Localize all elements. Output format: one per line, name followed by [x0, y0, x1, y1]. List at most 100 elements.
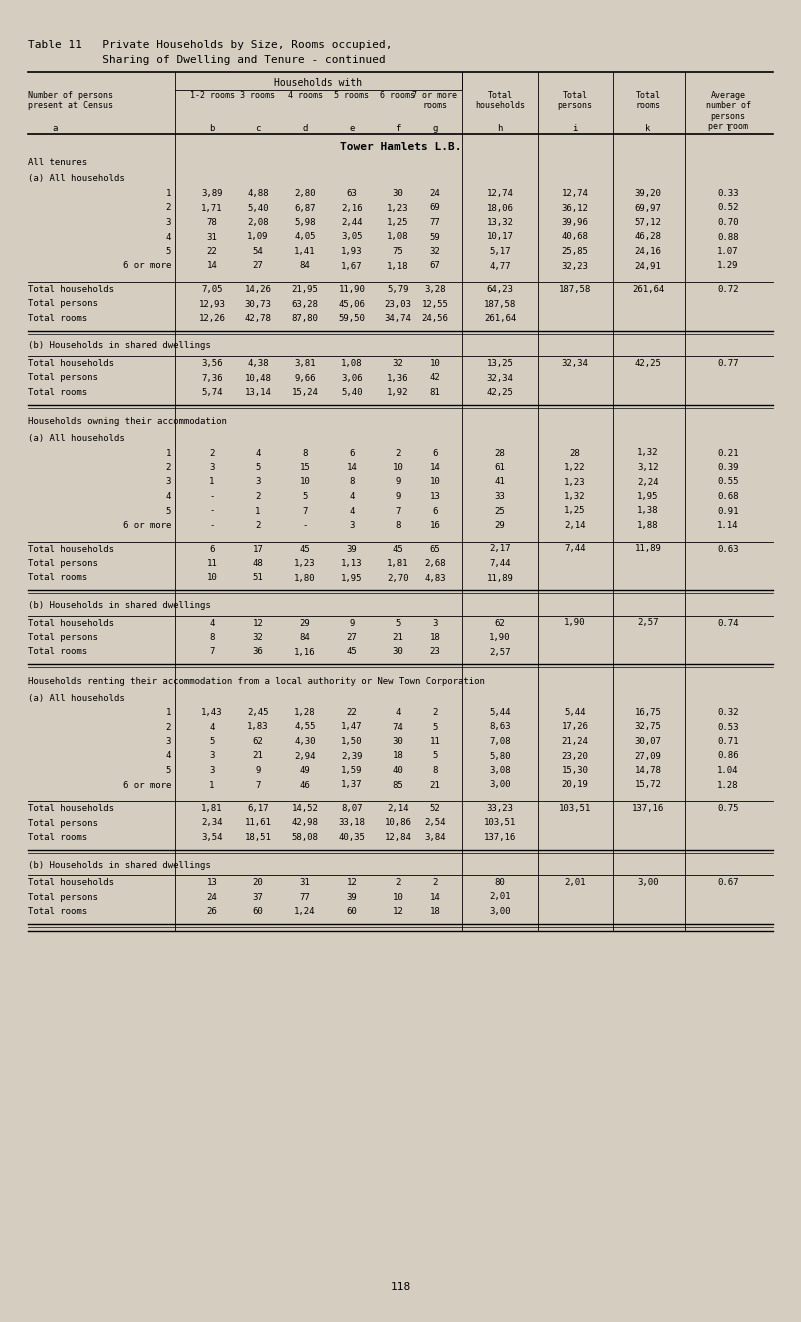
Text: 3 rooms: 3 rooms: [240, 91, 276, 100]
Text: 45: 45: [347, 648, 357, 657]
Text: 2,16: 2,16: [341, 204, 363, 213]
Text: 1,83: 1,83: [248, 723, 269, 731]
Text: 62: 62: [495, 619, 505, 628]
Text: 1,23: 1,23: [387, 204, 409, 213]
Text: 4: 4: [396, 709, 400, 717]
Text: 103,51: 103,51: [559, 804, 591, 813]
Text: 0.88: 0.88: [717, 233, 739, 242]
Text: 1,93: 1,93: [341, 247, 363, 256]
Text: 5,79: 5,79: [387, 286, 409, 293]
Text: 118: 118: [390, 1282, 411, 1292]
Text: 6: 6: [209, 545, 215, 554]
Text: Total households: Total households: [28, 545, 114, 554]
Text: 3,54: 3,54: [201, 833, 223, 842]
Text: 4: 4: [166, 751, 171, 760]
Text: 29: 29: [495, 521, 505, 530]
Text: 1: 1: [256, 506, 260, 516]
Text: 3: 3: [166, 218, 171, 227]
Text: 36: 36: [252, 648, 264, 657]
Text: 4,83: 4,83: [425, 574, 445, 583]
Text: 4: 4: [209, 619, 215, 628]
Text: 23,20: 23,20: [562, 751, 589, 760]
Text: 3,12: 3,12: [638, 463, 658, 472]
Text: 12: 12: [392, 907, 404, 916]
Text: Total
rooms: Total rooms: [635, 91, 661, 111]
Text: 2: 2: [166, 463, 171, 472]
Text: 5,98: 5,98: [294, 218, 316, 227]
Text: 11: 11: [207, 559, 217, 568]
Text: 4: 4: [256, 448, 260, 457]
Text: 11,89: 11,89: [634, 545, 662, 554]
Text: 5,17: 5,17: [489, 247, 511, 256]
Text: 77: 77: [429, 218, 441, 227]
Text: 21: 21: [252, 751, 264, 760]
Text: 4: 4: [166, 233, 171, 242]
Text: 5,40: 5,40: [341, 387, 363, 397]
Text: 1,95: 1,95: [638, 492, 658, 501]
Text: 7: 7: [209, 648, 215, 657]
Text: (a) All households: (a) All households: [28, 694, 125, 702]
Text: 14,78: 14,78: [634, 765, 662, 775]
Text: 42: 42: [429, 374, 441, 382]
Text: 60: 60: [347, 907, 357, 916]
Text: -: -: [209, 521, 215, 530]
Text: 13,14: 13,14: [244, 387, 272, 397]
Text: 52: 52: [429, 804, 441, 813]
Text: 51: 51: [252, 574, 264, 583]
Text: 3,00: 3,00: [489, 780, 511, 789]
Text: 54: 54: [252, 247, 264, 256]
Text: 2: 2: [396, 878, 400, 887]
Text: 45: 45: [300, 545, 310, 554]
Text: 3: 3: [166, 736, 171, 746]
Text: 1,32: 1,32: [564, 492, 586, 501]
Text: e: e: [349, 124, 355, 134]
Text: 1,92: 1,92: [387, 387, 409, 397]
Text: l: l: [726, 124, 731, 134]
Text: 2: 2: [256, 521, 260, 530]
Text: 6 or more: 6 or more: [123, 780, 171, 789]
Text: 13,25: 13,25: [486, 360, 513, 368]
Text: 1-2 rooms: 1-2 rooms: [190, 91, 235, 100]
Text: 12,93: 12,93: [199, 300, 225, 308]
Text: 3,28: 3,28: [425, 286, 445, 293]
Text: 0.72: 0.72: [717, 286, 739, 293]
Text: Total
persons: Total persons: [557, 91, 593, 111]
Text: 45: 45: [392, 545, 404, 554]
Text: 8: 8: [349, 477, 355, 486]
Text: Total rooms: Total rooms: [28, 907, 87, 916]
Text: 36,12: 36,12: [562, 204, 589, 213]
Text: 13: 13: [429, 492, 441, 501]
Text: k: k: [646, 124, 650, 134]
Text: 4 rooms: 4 rooms: [288, 91, 323, 100]
Text: -: -: [209, 506, 215, 516]
Text: 0.55: 0.55: [717, 477, 739, 486]
Text: 5: 5: [166, 506, 171, 516]
Text: 14: 14: [429, 892, 441, 902]
Text: 3: 3: [209, 463, 215, 472]
Text: 0.33: 0.33: [717, 189, 739, 198]
Text: 6 or more: 6 or more: [123, 521, 171, 530]
Text: 21,24: 21,24: [562, 736, 589, 746]
Text: 1,25: 1,25: [564, 506, 586, 516]
Text: 85: 85: [392, 780, 404, 789]
Text: 3,84: 3,84: [425, 833, 445, 842]
Text: 34,74: 34,74: [384, 315, 412, 323]
Text: 2,17: 2,17: [489, 545, 511, 554]
Text: 1: 1: [166, 709, 171, 717]
Text: 3,00: 3,00: [489, 907, 511, 916]
Text: 1,81: 1,81: [387, 559, 409, 568]
Text: 6: 6: [433, 506, 437, 516]
Text: 137,16: 137,16: [484, 833, 516, 842]
Text: 77: 77: [300, 892, 310, 902]
Text: a: a: [52, 124, 58, 134]
Text: 2,57: 2,57: [638, 619, 658, 628]
Text: 2,08: 2,08: [248, 218, 269, 227]
Text: 1,90: 1,90: [564, 619, 586, 628]
Text: 1,25: 1,25: [387, 218, 409, 227]
Text: Average
number of
persons
per room: Average number of persons per room: [706, 91, 751, 131]
Text: 1,38: 1,38: [638, 506, 658, 516]
Text: 10,17: 10,17: [486, 233, 513, 242]
Text: 63,28: 63,28: [292, 300, 319, 308]
Text: 7,05: 7,05: [201, 286, 223, 293]
Text: 103,51: 103,51: [484, 818, 516, 828]
